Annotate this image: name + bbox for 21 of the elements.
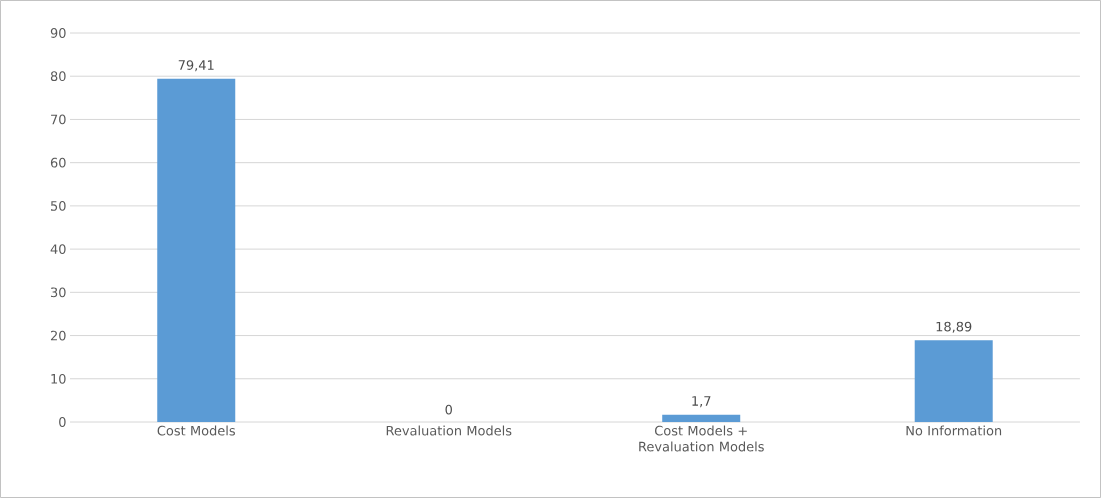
x-tick-label: No Information: [906, 425, 1002, 436]
y-tick-label: 70: [51, 114, 66, 125]
y-tick-label: 30: [50, 287, 66, 298]
y-tick-label: 0: [59, 417, 66, 427]
data-label: 18,89: [936, 321, 972, 333]
y-tick-label: 20: [50, 330, 66, 341]
x-tick-label: Cost Models: [157, 425, 235, 436]
y-tick-label: 60: [50, 157, 66, 168]
x-tick-label: Revaluation Models: [386, 425, 512, 436]
bar: [157, 78, 236, 422]
data-label: 1,7: [692, 396, 711, 408]
y-tick-label: 10: [51, 373, 66, 384]
y-tick-label: 50: [51, 200, 66, 211]
bar: [662, 414, 741, 422]
y-tick-label: 40: [50, 244, 66, 255]
data-label: 0: [445, 404, 452, 415]
y-tick-label: 90: [50, 28, 66, 38]
bar: [914, 340, 993, 422]
data-label: 79,41: [178, 60, 214, 72]
y-tick-label: 80: [50, 71, 66, 82]
x-tick-label: Cost Models + Revaluation Models: [639, 425, 764, 452]
